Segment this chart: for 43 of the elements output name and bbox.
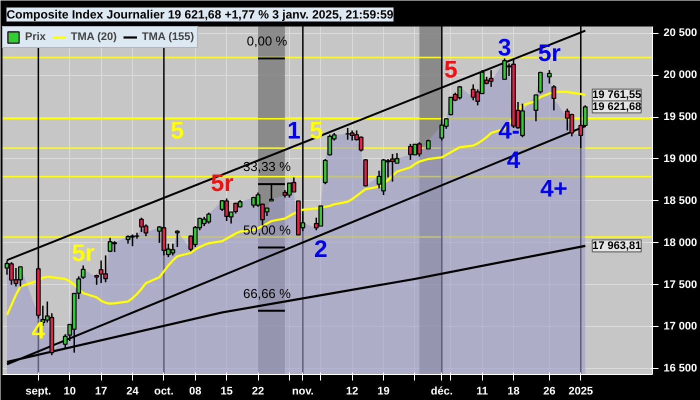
annotation: 5 xyxy=(444,56,458,84)
y-tick-label: 18 500 xyxy=(664,194,698,207)
annotation: 5r xyxy=(210,170,234,198)
annotation: 3 xyxy=(498,34,512,62)
legend-label: TMA (155) xyxy=(142,31,194,43)
annotation: 2 xyxy=(314,236,328,263)
annotation: 66,66 % xyxy=(243,286,292,301)
y-tick-label: 19 000 xyxy=(664,152,698,165)
x-tick-label: sept. xyxy=(26,386,52,398)
annotation: 19 621,68 xyxy=(592,100,642,113)
x-tick-label: 18 xyxy=(507,386,520,398)
y-tick-label: 18 000 xyxy=(664,236,698,249)
x-tick-label: 11 xyxy=(476,386,488,398)
annotation: 4 xyxy=(32,317,46,344)
annotation: 19 761,55 xyxy=(592,89,642,102)
x-tick-label: 24 xyxy=(126,386,140,398)
x-tick-label: 17 xyxy=(95,386,108,398)
x-tick-label: 22 xyxy=(252,386,264,398)
y-tick-label: 20 000 xyxy=(664,69,698,82)
annotation: 0,00 % xyxy=(246,33,288,48)
annotation: 5r xyxy=(72,240,95,267)
x-tick-label: oct. xyxy=(154,386,174,398)
y-tick-label: 17 000 xyxy=(664,320,698,333)
y-tick-label: 16 500 xyxy=(664,362,698,375)
annotation: 1 xyxy=(287,118,301,145)
x-tick-label: nov. xyxy=(292,386,314,398)
annotation: 5 xyxy=(170,118,184,145)
x-tick-label: 12 xyxy=(346,386,358,398)
y-tick-label: 17 500 xyxy=(664,278,698,291)
annotation: 17 963,81 xyxy=(592,240,642,252)
x-tick-label: 15 xyxy=(220,386,233,398)
y-tick-label: 19 500 xyxy=(664,111,698,124)
x-tick-label: 26 xyxy=(543,386,556,398)
y-tick-label: 20 500 xyxy=(664,27,698,40)
x-tick-label: 08 xyxy=(189,386,202,398)
x-tick-label: déc. xyxy=(430,386,453,398)
legend-label: Prix xyxy=(25,31,46,43)
chart-title: Composite Index Journalier 19 621,68 +1,77 % 3 janv. 2025, 21:59:59 xyxy=(6,8,394,22)
x-tick-label: 2025 xyxy=(568,386,594,398)
x-tick-label: 10 xyxy=(64,386,76,398)
x-tick-label: 19 xyxy=(377,386,390,398)
legend-label: TMA (20) xyxy=(70,31,117,43)
annotation: 4+ xyxy=(540,176,568,203)
